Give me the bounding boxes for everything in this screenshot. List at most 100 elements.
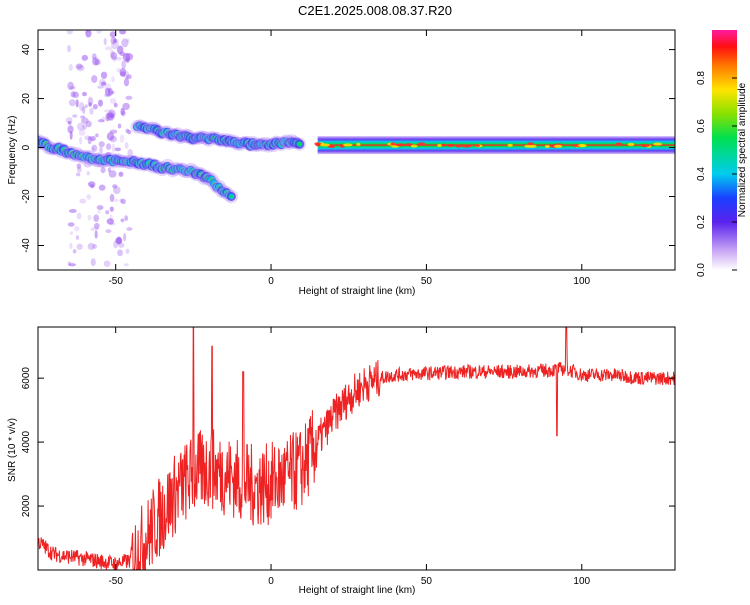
noise-blob xyxy=(117,249,123,257)
colorbar-tick-label: 0.6 xyxy=(696,119,707,133)
noise-blob xyxy=(111,75,115,83)
noise-blob xyxy=(67,81,74,91)
noise-blob xyxy=(88,102,92,107)
noise-blob xyxy=(125,74,132,80)
spectrogram-xlabel: Height of straight line (km) xyxy=(299,286,416,297)
x-tick-label: 0 xyxy=(268,276,274,287)
noise-blob xyxy=(121,60,127,70)
x-tick-label: 100 xyxy=(573,276,590,287)
noise-blob xyxy=(119,134,125,144)
noise-blob xyxy=(91,75,98,83)
noise-blob xyxy=(116,236,122,245)
noise-blob xyxy=(72,91,79,99)
noise-blob xyxy=(121,38,129,48)
noise-blob xyxy=(113,102,118,108)
noise-blob xyxy=(120,198,126,205)
noise-blob xyxy=(67,120,72,125)
noise-blob xyxy=(88,137,95,141)
noise-blob xyxy=(109,214,113,222)
noise-blob xyxy=(91,144,98,152)
noise-blob xyxy=(107,112,115,122)
noise-blob xyxy=(67,222,75,227)
y-tick-label: 2000 xyxy=(21,494,32,517)
noise-blob xyxy=(97,85,104,89)
noise-blob xyxy=(98,78,106,87)
noise-blob xyxy=(113,240,119,249)
noise-blob xyxy=(109,112,114,119)
noise-blob xyxy=(110,49,115,59)
colorbar-label: Normalized spectral amplitude xyxy=(737,82,748,217)
x-tick-label: 0 xyxy=(268,576,274,587)
noise-blob xyxy=(85,30,89,34)
noise-blob xyxy=(68,263,76,267)
main-trace-highlight xyxy=(356,142,361,146)
noise-blob xyxy=(100,166,106,174)
noise-blob xyxy=(67,125,74,134)
noise-blob xyxy=(86,194,92,200)
noise-blob xyxy=(126,227,133,231)
noise-blob xyxy=(96,30,102,34)
main-trace-highlight xyxy=(507,143,513,147)
noise-blob xyxy=(78,128,86,137)
noise-blob xyxy=(114,198,119,203)
main-trace-highlight xyxy=(577,144,587,148)
noise-blob xyxy=(84,135,91,141)
noise-blob xyxy=(81,117,89,124)
noise-blob xyxy=(124,142,129,149)
noise-blob xyxy=(94,222,100,230)
noise-blob xyxy=(76,172,81,177)
colorbar-tick-label: 0.0 xyxy=(696,263,707,277)
noise-blob xyxy=(118,242,125,248)
main-trace-highlight xyxy=(417,142,426,146)
noise-blob xyxy=(99,146,103,153)
noise-blob xyxy=(114,147,122,152)
main-trace-highlight xyxy=(553,144,563,148)
noise-blob xyxy=(72,114,78,118)
noise-blob xyxy=(76,122,85,131)
noise-blob xyxy=(116,68,121,73)
noise-blob xyxy=(113,186,121,195)
noise-blob xyxy=(96,205,104,210)
noise-blob xyxy=(82,91,87,97)
noise-blob xyxy=(68,209,77,213)
noise-blob xyxy=(123,233,127,242)
snr-axes: -50 0 50 100 2000 4000 6000 xyxy=(21,327,675,587)
main-trace-highlight xyxy=(314,142,322,146)
noise-blob xyxy=(111,40,119,50)
noise-blob xyxy=(76,212,82,220)
noise-blob xyxy=(125,52,134,61)
y-tick-label: 6000 xyxy=(21,367,32,390)
noise-blob xyxy=(91,147,95,151)
noise-blob xyxy=(106,132,115,141)
noise-blob xyxy=(105,229,112,234)
spectrogram-axes: -50 0 50 100 -40 -20 0 20 40 xyxy=(21,30,675,287)
noise-blob xyxy=(109,193,115,203)
noise-blob xyxy=(112,38,117,43)
y-tick-label: -20 xyxy=(21,189,32,204)
noise-blob xyxy=(75,235,80,240)
noise-blob xyxy=(93,214,100,222)
noise-blob xyxy=(101,81,107,86)
noise-blob xyxy=(67,44,72,53)
noise-blob xyxy=(90,135,96,142)
main-trace-highlight xyxy=(441,143,446,147)
noise-blob xyxy=(70,91,76,98)
snr-frame xyxy=(37,326,676,571)
noise-blob xyxy=(69,231,74,235)
colorbar-tick-label: 0.8 xyxy=(696,71,707,85)
noise-blob xyxy=(79,198,87,204)
noise-blob xyxy=(75,99,79,108)
noise-blob xyxy=(125,248,130,254)
main-trace-highlight xyxy=(455,144,462,148)
noise-blob xyxy=(120,107,125,116)
noise-blob xyxy=(126,38,130,43)
main-trace-highlight xyxy=(342,143,353,147)
spectrogram-frame xyxy=(37,29,676,271)
main-trace-highlight xyxy=(319,143,330,147)
noise-blob xyxy=(82,106,86,114)
y-tick-label: 0 xyxy=(21,144,32,150)
main-trace-band xyxy=(317,136,675,155)
noise-blob xyxy=(98,141,105,148)
